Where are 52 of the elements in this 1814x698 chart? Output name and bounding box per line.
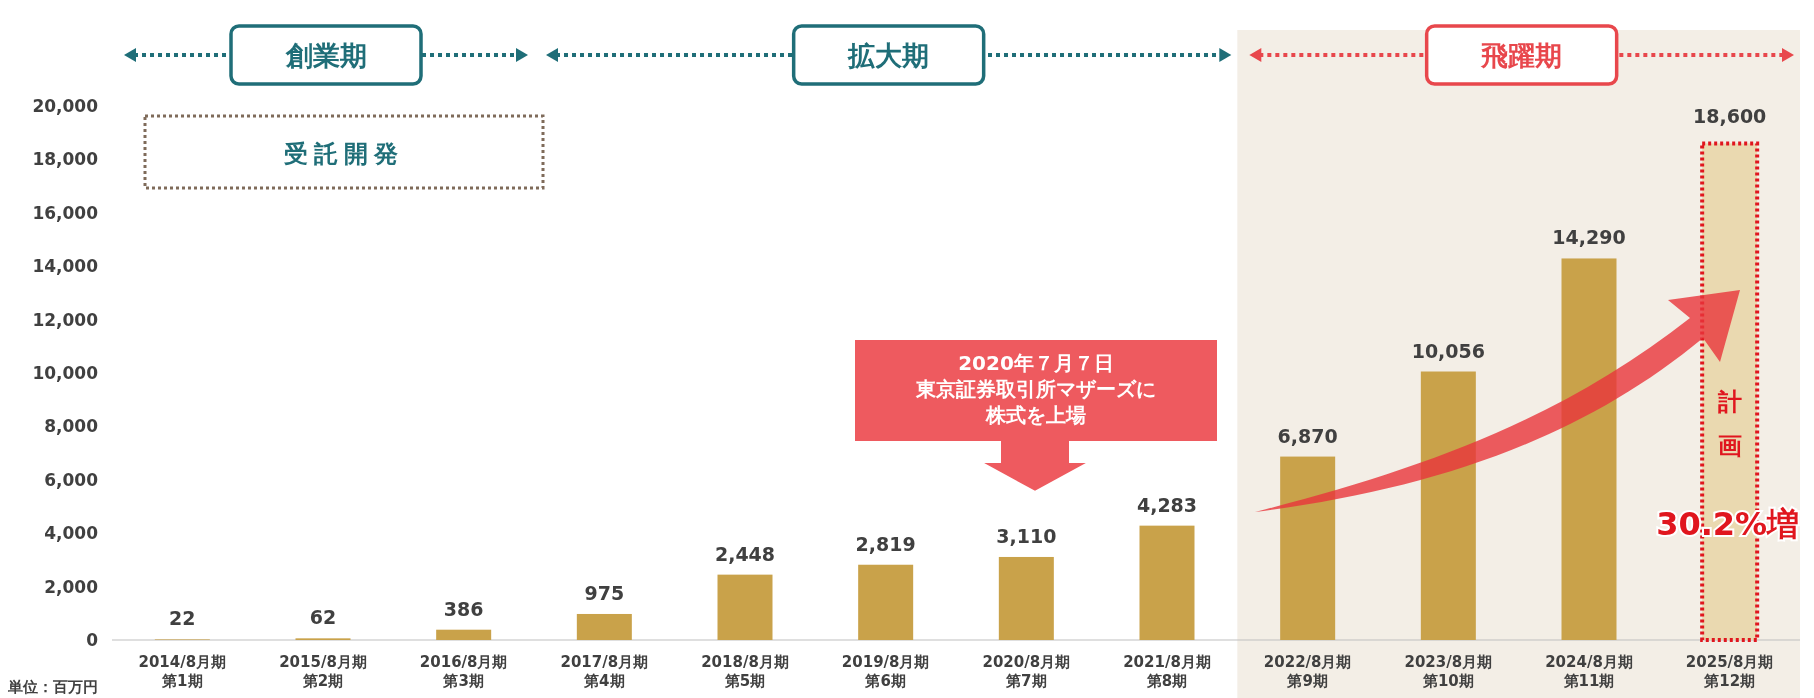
band-label: 飛躍期: [1480, 40, 1563, 71]
bar: [1280, 456, 1336, 640]
data-label: 22: [169, 607, 196, 630]
x-tick-label: 2020/8月期第7期: [982, 653, 1071, 690]
bar: [1561, 258, 1617, 640]
annotation: 受託開発: [284, 140, 404, 168]
annotation: 計画: [1716, 388, 1742, 460]
annotation: 30.2%増: [1656, 505, 1800, 543]
data-label: 3,110: [996, 524, 1057, 547]
bar: [858, 564, 914, 640]
data-label: 18,600: [1693, 105, 1767, 128]
y-tick-label: 2,000: [44, 576, 99, 597]
x-tick-label: 2014/8月期第1期: [138, 653, 227, 690]
text: 単位：百万円: [7, 678, 98, 696]
y-tick-label: 12,000: [32, 309, 99, 330]
x-tick-label: 2023/8月期第10期: [1404, 653, 1493, 690]
y-tick-label: 16,000: [32, 202, 99, 223]
y-tick-label: 20,000: [32, 96, 99, 116]
bar: [717, 574, 773, 640]
bar: [998, 556, 1054, 640]
x-tick-label: 2018/8月期第5期: [701, 653, 789, 690]
data-label: 386: [443, 597, 484, 620]
y-tick-label: 0: [86, 630, 99, 650]
y-tick-label: 6,000: [44, 469, 99, 490]
x-tick-label: 2015/8月期第2期: [279, 653, 367, 690]
y-tick-label: 8,000: [44, 416, 99, 437]
data-label: 2,819: [855, 532, 916, 555]
x-tick-label: 2021/8月期第8期: [1123, 653, 1211, 690]
x-tick-label: 2019/8月期第6期: [841, 653, 930, 690]
text: 創業期: [284, 40, 367, 71]
data-label: 6,870: [1277, 424, 1338, 447]
annotation: 2020年７月７日東京証券取引所マザーズに株式を上場: [915, 351, 1156, 427]
x-tick-label: 2022/8月期第9期: [1263, 653, 1352, 690]
x-tick-label: 2025/8月期第12期: [1685, 653, 1774, 690]
x-tick-label: 2016/8月期第3期: [419, 653, 508, 690]
data-label: 14,290: [1552, 226, 1626, 249]
y-tick-label: 10,000: [32, 363, 99, 383]
bar: [1139, 525, 1195, 640]
x-tick-label: 2017/8月期第4期: [560, 653, 649, 690]
text: 拡大期: [847, 40, 930, 71]
y-tick-label: 4,000: [44, 523, 99, 544]
y-tick-label: 14,000: [32, 256, 99, 277]
data-label: 10,056: [1411, 339, 1485, 362]
bar: [436, 629, 492, 640]
data-label: 62: [309, 606, 337, 629]
y-tick-label: 18,000: [32, 149, 99, 170]
bar: [576, 613, 632, 640]
data-label: 975: [584, 581, 625, 604]
data-label: 2,448: [714, 542, 776, 565]
data-label: 4,283: [1136, 493, 1198, 516]
bar: [1420, 371, 1476, 640]
x-tick-label: 2024/8月期第11期: [1545, 653, 1633, 690]
